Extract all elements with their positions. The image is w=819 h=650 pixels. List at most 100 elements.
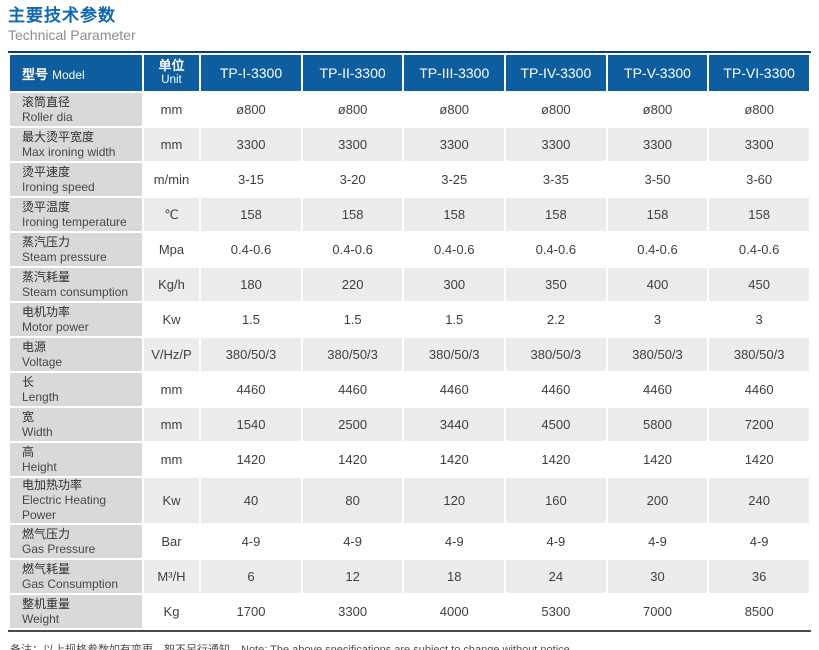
- value-cell: 1420: [201, 443, 301, 477]
- value-cell: 2.2: [506, 303, 606, 337]
- row-label: 燃气耗量 Gas Consumption: [10, 560, 142, 594]
- row-label-cn: 电机功率: [22, 304, 71, 319]
- row-label-en: Weight: [22, 611, 60, 626]
- value-cell: 200: [607, 478, 708, 524]
- value-cell: 158: [404, 198, 505, 232]
- table-row: 最大烫平宽度 Max ironing width mm 3300 3300 3300 330…: [10, 128, 809, 162]
- row-label-en: Ironing speed: [22, 179, 95, 194]
- unit-cell: V/Hz/P: [143, 338, 200, 372]
- row-label-en: Gas Pressure: [22, 541, 96, 556]
- value-cell: 4-9: [607, 525, 708, 559]
- row-label-cn: 烫平速度: [22, 164, 71, 179]
- row-label-cn: 高: [22, 444, 35, 459]
- table-row: 蒸汽压力 Steam pressure Mpa 0.4-0.6 0.4-0.6 0.4-0…: [10, 233, 809, 267]
- value-cell: 380/50/3: [506, 338, 606, 372]
- value-cell: 3300: [302, 128, 403, 162]
- value-cell: 180: [201, 268, 301, 302]
- value-cell: 80: [302, 478, 403, 524]
- row-label: 整机重量 Weight: [10, 595, 142, 629]
- value-cell: 450: [709, 268, 809, 302]
- row-label-en: Electric Heating Power: [22, 493, 107, 523]
- page-title: 主要技术参数: [8, 6, 116, 25]
- table-row: 电机功率 Motor power Kw 1.5 1.5 1.5 2.2 3 3: [10, 303, 809, 337]
- value-cell: 7200: [709, 408, 809, 442]
- col-header-model-en: Model: [52, 67, 85, 82]
- value-cell: 3-20: [302, 163, 403, 197]
- value-cell: 1420: [302, 443, 403, 477]
- col-header-tp-vi-3300: TP-VI-3300: [709, 55, 809, 92]
- col-header-tp-ii-3300: TP-II-3300: [302, 55, 403, 92]
- value-cell: 4-9: [302, 525, 403, 559]
- row-label: 最大烫平宽度 Max ironing width: [10, 128, 142, 162]
- row-label: 烫平速度 Ironing speed: [10, 163, 142, 197]
- table-row: 长 Length mm 4460 4460 4460 4460 4460 4460: [10, 373, 809, 407]
- value-cell: 4460: [607, 373, 708, 407]
- row-label: 电机功率 Motor power: [10, 303, 142, 337]
- col-header-unit-en: Unit: [161, 74, 182, 87]
- value-cell: 158: [302, 198, 403, 232]
- value-cell: 3-50: [607, 163, 708, 197]
- value-cell: 18: [404, 560, 505, 594]
- value-cell: 36: [709, 560, 809, 594]
- value-cell: 4-9: [404, 525, 505, 559]
- value-cell: ø800: [709, 93, 809, 127]
- row-label-cn: 整机重量: [22, 596, 71, 611]
- value-cell: 0.4-0.6: [302, 233, 403, 267]
- row-label-en: Width: [22, 424, 53, 439]
- unit-cell: mm: [143, 443, 200, 477]
- row-label: 滚筒直径 Roller dia: [10, 93, 142, 127]
- value-cell: 0.4-0.6: [506, 233, 606, 267]
- value-cell: 220: [302, 268, 403, 302]
- value-cell: 30: [607, 560, 708, 594]
- table-row: 烫平速度 Ironing speed m/min 3-15 3-20 3-25 3-35 3-…: [10, 163, 809, 197]
- row-label: 蒸汽耗量 Steam consumption: [10, 268, 142, 302]
- row-label-en: Roller dia: [22, 109, 73, 124]
- value-cell: 3-25: [404, 163, 505, 197]
- col-header-unit: 单位 Unit: [143, 55, 200, 92]
- value-cell: ø800: [607, 93, 708, 127]
- row-label-cn: 燃气耗量: [22, 561, 71, 576]
- table-row: 整机重量 Weight Kg 1700 3300 4000 5300 7000 8500: [10, 595, 809, 629]
- unit-cell: Kg/h: [143, 268, 200, 302]
- value-cell: 4460: [201, 373, 301, 407]
- value-cell: 0.4-0.6: [709, 233, 809, 267]
- value-cell: 1420: [404, 443, 505, 477]
- value-cell: 3300: [506, 128, 606, 162]
- table-row: 蒸汽耗量 Steam consumption Kg/h 180 220 300 350 400…: [10, 268, 809, 302]
- row-label-cn: 烫平温度: [22, 199, 71, 214]
- unit-cell: Mpa: [143, 233, 200, 267]
- value-cell: 0.4-0.6: [607, 233, 708, 267]
- value-cell: 380/50/3: [607, 338, 708, 372]
- col-header-tp-iv-3300: TP-IV-3300: [506, 55, 606, 92]
- row-label: 长 Length: [10, 373, 142, 407]
- table-row: 宽 Width mm 1540 2500 3440 4500 5800 7200: [10, 408, 809, 442]
- value-cell: 1.5: [302, 303, 403, 337]
- value-cell: 350: [506, 268, 606, 302]
- value-cell: 12: [302, 560, 403, 594]
- col-header-tp-iii-3300: TP-III-3300: [404, 55, 505, 92]
- col-header-tp-i-3300: TP-I-3300: [201, 55, 301, 92]
- value-cell: 3300: [302, 595, 403, 629]
- value-cell: 380/50/3: [201, 338, 301, 372]
- value-cell: 300: [404, 268, 505, 302]
- value-cell: 1420: [607, 443, 708, 477]
- footnote: 备注：以上规格参数如有变更，恕不另行通知。Note: The above spe…: [8, 641, 811, 650]
- row-label-cn: 宽: [22, 409, 35, 424]
- row-label-cn: 燃气压力: [22, 526, 71, 541]
- value-cell: 3300: [404, 128, 505, 162]
- row-label: 电加热功率 Electric Heating Power: [10, 478, 142, 524]
- unit-cell: M³/H: [143, 560, 200, 594]
- value-cell: ø800: [302, 93, 403, 127]
- unit-cell: mm: [143, 373, 200, 407]
- col-header-model: 型号 Model: [10, 55, 142, 92]
- value-cell: 1540: [201, 408, 301, 442]
- row-label: 高 Height: [10, 443, 142, 477]
- value-cell: 3-15: [201, 163, 301, 197]
- unit-cell: m/min: [143, 163, 200, 197]
- col-header-tp-v-3300: TP-V-3300: [607, 55, 708, 92]
- unit-cell: mm: [143, 128, 200, 162]
- unit-cell: ℃: [143, 198, 200, 232]
- row-label-en: Steam pressure: [22, 249, 107, 264]
- row-label-en: Voltage: [22, 354, 63, 369]
